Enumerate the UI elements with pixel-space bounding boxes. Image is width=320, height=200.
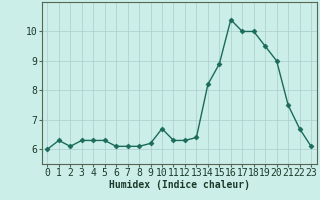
X-axis label: Humidex (Indice chaleur): Humidex (Indice chaleur) [109,180,250,190]
